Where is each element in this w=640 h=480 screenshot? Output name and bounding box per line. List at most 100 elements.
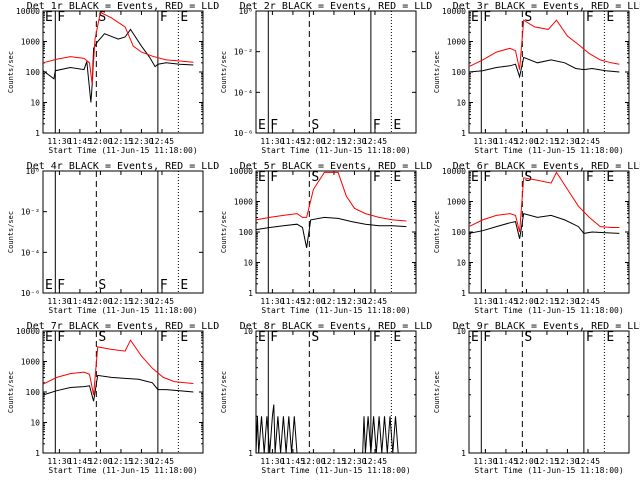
x-axis-label: Start Time (11-Jun-15 11:18:00) bbox=[261, 146, 410, 155]
y-tick-label: 1 bbox=[248, 289, 253, 298]
x-tick-label: 12:00 bbox=[514, 297, 538, 306]
x-tick-label: 12:30 bbox=[129, 297, 153, 306]
y-tick-label: 10 bbox=[30, 99, 40, 108]
x-axis-label: Start Time (11-Jun-15 11:18:00) bbox=[474, 466, 623, 475]
chart-panel-7: Det 7r BLACK = Events, RED = LLD 1 10 100 10… bbox=[7, 321, 219, 475]
chart-title: Det 4r BLACK = Events, RED = LLD bbox=[27, 161, 220, 172]
x-tick-label: 11:45 bbox=[68, 297, 92, 306]
marker-label: E bbox=[45, 10, 53, 25]
marker-label: S bbox=[524, 330, 532, 345]
marker-label: F bbox=[373, 330, 381, 345]
lld-series-line bbox=[255, 171, 407, 222]
x-tick-label: 12:00 bbox=[514, 137, 538, 146]
marker-label: F bbox=[373, 170, 381, 185]
y-tick-label: 100 bbox=[239, 228, 254, 237]
chart-panel-2: Det 2r BLACK = Events, RED = LLD 10⁻⁶ 10⁻⁴… bbox=[220, 1, 432, 155]
marker-label: F bbox=[270, 330, 278, 345]
y-tick-label: 1000 bbox=[21, 38, 40, 47]
y-tick-label: 10⁻⁶ bbox=[21, 289, 40, 298]
chart-panel-6: Det 6r BLACK = Events, RED = LLD 1 10 100 10… bbox=[433, 161, 640, 315]
y-tick-label: 100 bbox=[26, 68, 41, 77]
marker-label: E bbox=[258, 170, 266, 185]
marker-label: E bbox=[471, 170, 479, 185]
marker-label: F bbox=[160, 330, 168, 345]
x-tick-label: 12:15 bbox=[535, 297, 559, 306]
x-tick-label: 12:00 bbox=[301, 457, 325, 466]
x-tick-label: 11:45 bbox=[68, 137, 92, 146]
y-tick-label: 100 bbox=[452, 68, 467, 77]
x-tick-label: 12:00 bbox=[514, 457, 538, 466]
x-tick-label: 11:45 bbox=[68, 457, 92, 466]
marker-label: F bbox=[270, 118, 278, 133]
plot-frame bbox=[468, 330, 630, 454]
chart-panel-1: Det 1r BLACK = Events, RED = LLD 1 10 100 10… bbox=[7, 1, 219, 155]
marker-label: E bbox=[393, 118, 401, 133]
marker-label: E bbox=[180, 10, 188, 25]
y-tick-label: 1000 bbox=[447, 198, 466, 207]
y-tick-label: 10 bbox=[456, 259, 466, 268]
events-series-line bbox=[255, 404, 399, 454]
x-tick-label: 12:45 bbox=[150, 297, 174, 306]
x-tick-label: 12:15 bbox=[109, 137, 133, 146]
y-axis-label: Counts/sec bbox=[433, 211, 441, 253]
y-tick-label: 10⁻⁶ bbox=[234, 129, 253, 138]
x-axis-label: Start Time (11-Jun-15 11:18:00) bbox=[261, 306, 410, 315]
y-tick-label: 10⁻⁴ bbox=[21, 248, 40, 257]
x-tick-label: 12:45 bbox=[363, 457, 387, 466]
y-axis-label: Counts/sec bbox=[220, 211, 228, 253]
x-tick-label: 12:15 bbox=[322, 457, 346, 466]
x-tick-label: 11:30 bbox=[473, 297, 497, 306]
chart-panel-8: Det 8r BLACK = Events, RED = LLD 1 10 11:30… bbox=[220, 321, 432, 475]
x-tick-label: 12:30 bbox=[342, 457, 366, 466]
y-axis-label: Counts/sec bbox=[7, 371, 15, 413]
x-tick-label: 12:00 bbox=[301, 297, 325, 306]
y-tick-label: 1000 bbox=[21, 358, 40, 367]
x-tick-label: 12:45 bbox=[363, 137, 387, 146]
chart-title: Det 8r BLACK = Events, RED = LLD bbox=[240, 321, 433, 332]
y-tick-label: 10 bbox=[456, 99, 466, 108]
y-tick-label: 10⁰ bbox=[26, 167, 40, 176]
x-tick-label: 12:45 bbox=[576, 457, 600, 466]
x-tick-label: 11:30 bbox=[260, 457, 284, 466]
y-tick-label: 100 bbox=[452, 228, 467, 237]
x-tick-label: 12:30 bbox=[129, 137, 153, 146]
y-tick-label: 10⁻² bbox=[234, 48, 253, 57]
marker-label: F bbox=[270, 170, 278, 185]
lld-series-line bbox=[468, 171, 620, 233]
y-tick-label: 10 bbox=[30, 419, 40, 428]
marker-label: F bbox=[160, 10, 168, 25]
marker-label: F bbox=[373, 118, 381, 133]
marker-label: E bbox=[606, 170, 614, 185]
x-tick-label: 12:30 bbox=[342, 137, 366, 146]
marker-label: F bbox=[586, 330, 594, 345]
y-tick-label: 10⁻² bbox=[21, 208, 40, 217]
x-tick-label: 11:45 bbox=[494, 137, 518, 146]
x-tick-label: 12:00 bbox=[88, 297, 112, 306]
plot-frame bbox=[255, 170, 417, 294]
x-tick-label: 12:00 bbox=[301, 137, 325, 146]
x-tick-label: 11:45 bbox=[281, 297, 305, 306]
marker-label: S bbox=[311, 170, 319, 185]
plot-frame bbox=[255, 330, 417, 454]
x-axis-label: Start Time (11-Jun-15 11:18:00) bbox=[48, 306, 197, 315]
marker-label: F bbox=[57, 278, 65, 293]
x-tick-label: 11:30 bbox=[47, 297, 71, 306]
chart-title: Det 5r BLACK = Events, RED = LLD bbox=[240, 161, 433, 172]
y-tick-label: 10⁻⁴ bbox=[234, 88, 253, 97]
marker-label: E bbox=[45, 278, 53, 293]
y-tick-label: 1000 bbox=[447, 38, 466, 47]
marker-label: E bbox=[180, 278, 188, 293]
events-series-line bbox=[255, 216, 407, 248]
chart-panel-5: Det 5r BLACK = Events, RED = LLD 1 10 100 10… bbox=[220, 161, 432, 315]
x-tick-label: 12:00 bbox=[88, 137, 112, 146]
x-axis-label: Start Time (11-Jun-15 11:18:00) bbox=[48, 146, 197, 155]
marker-label: S bbox=[311, 330, 319, 345]
y-tick-label: 1 bbox=[248, 449, 253, 458]
x-tick-label: 12:15 bbox=[109, 297, 133, 306]
lld-series-line bbox=[468, 19, 620, 70]
y-axis-label: Counts/sec bbox=[433, 51, 441, 93]
chart-panel-3: Det 3r BLACK = Events, RED = LLD 1 10 100 10… bbox=[433, 1, 640, 155]
x-tick-label: 12:30 bbox=[555, 297, 579, 306]
x-tick-label: 12:30 bbox=[129, 457, 153, 466]
chart-panel-4: Det 4r BLACK = Events, RED = LLD 10⁻⁶ 10⁻⁴… bbox=[7, 161, 219, 315]
